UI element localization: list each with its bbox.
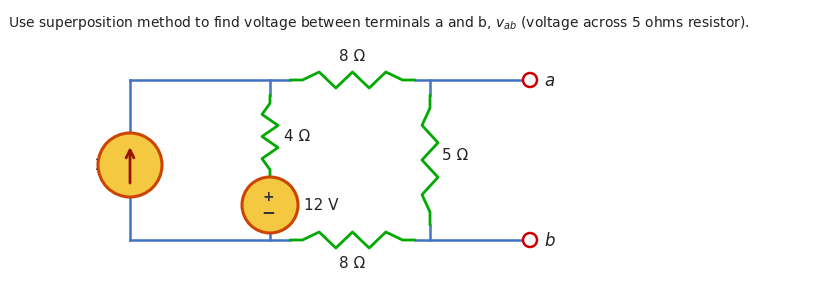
Text: a: a (544, 72, 554, 90)
Text: 4 Ω: 4 Ω (284, 129, 310, 144)
Text: 8 Ω: 8 Ω (339, 256, 366, 271)
Text: −: − (261, 203, 275, 221)
Text: 8 Ω: 8 Ω (339, 49, 366, 64)
Text: 5 Ω: 5 Ω (442, 147, 468, 162)
Circle shape (98, 133, 162, 197)
Text: Use superposition method to find voltage between terminals a and b, $v_{ab}$ (vo: Use superposition method to find voltage… (8, 14, 750, 32)
Text: b: b (544, 232, 555, 250)
Text: +: + (262, 190, 274, 204)
Text: 12 V: 12 V (304, 198, 339, 213)
Text: 2 A: 2 A (95, 158, 120, 173)
Circle shape (523, 233, 537, 247)
Circle shape (523, 73, 537, 87)
Circle shape (242, 177, 298, 233)
